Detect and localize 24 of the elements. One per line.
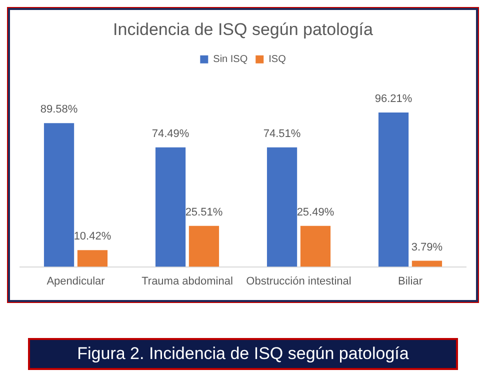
chart-title: Incidencia de ISQ según patología xyxy=(113,20,374,39)
data-label: 3.79% xyxy=(411,241,443,254)
bar xyxy=(300,226,331,267)
text: Figura 2. Incidencia de ISQ según patología xyxy=(28,338,458,370)
x-tick-label: Trauma abdominal xyxy=(142,275,233,288)
bar xyxy=(412,260,442,267)
x-tick-label: Biliar xyxy=(398,275,423,288)
bar xyxy=(266,147,298,267)
legend-label: ISQ xyxy=(268,54,286,66)
data-label: 10.42% xyxy=(74,230,112,243)
data-label: 74.51% xyxy=(263,128,301,140)
bar xyxy=(378,112,409,267)
x-tick-label: Obstrucción intestinal xyxy=(246,275,352,288)
data-label: 25.49% xyxy=(296,206,334,218)
bar xyxy=(44,123,74,267)
bar xyxy=(77,250,108,267)
bar xyxy=(188,226,220,267)
data-label: 25.51% xyxy=(185,206,223,218)
data-label: 89.58% xyxy=(40,104,78,116)
bar xyxy=(155,147,186,267)
data-label: 96.21% xyxy=(374,93,412,106)
x-tick-label: Apendicular xyxy=(46,275,106,288)
data-label: 74.49% xyxy=(152,128,190,140)
legend-label: Sin ISQ xyxy=(213,54,248,66)
